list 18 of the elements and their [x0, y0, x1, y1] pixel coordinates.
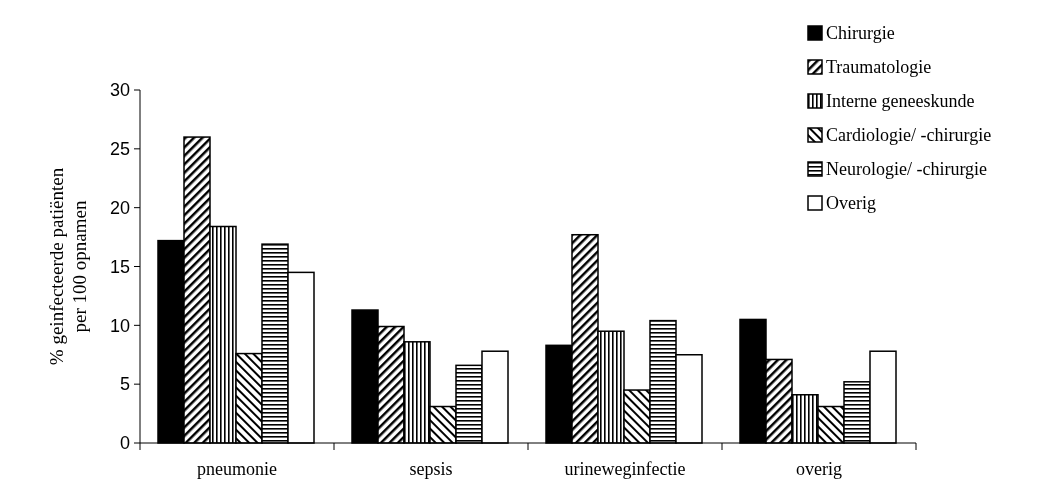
y-tick-label: 10	[109, 315, 130, 336]
x-tick-label: pneumonie	[197, 459, 277, 479]
x-tick-label: urineweginfectie	[564, 459, 686, 479]
x-tick-label: sepsis	[409, 459, 453, 479]
y-tick-label: 30	[109, 80, 130, 101]
y-tick-label: 5	[119, 374, 130, 395]
y-tick-label: 15	[109, 256, 130, 277]
x-tick-label: overig	[796, 459, 842, 479]
legend-label: Chirurgie	[826, 23, 895, 44]
y-axis-title: % geinfecteerde patiënten per 100 opnamen	[46, 167, 90, 366]
y-tick-label: 20	[109, 197, 130, 218]
legend-label: Traumatologie	[826, 57, 932, 78]
legend-label: Cardiologie/ -chirurgie	[826, 125, 992, 146]
legend-label: Neurologie/ -chirurgie	[826, 159, 988, 180]
y-tick-label: 0	[119, 433, 130, 454]
legend-label: Overig	[826, 193, 876, 214]
y-tick-label: 25	[109, 139, 130, 160]
legend-label: Interne geneeskunde	[826, 91, 975, 112]
